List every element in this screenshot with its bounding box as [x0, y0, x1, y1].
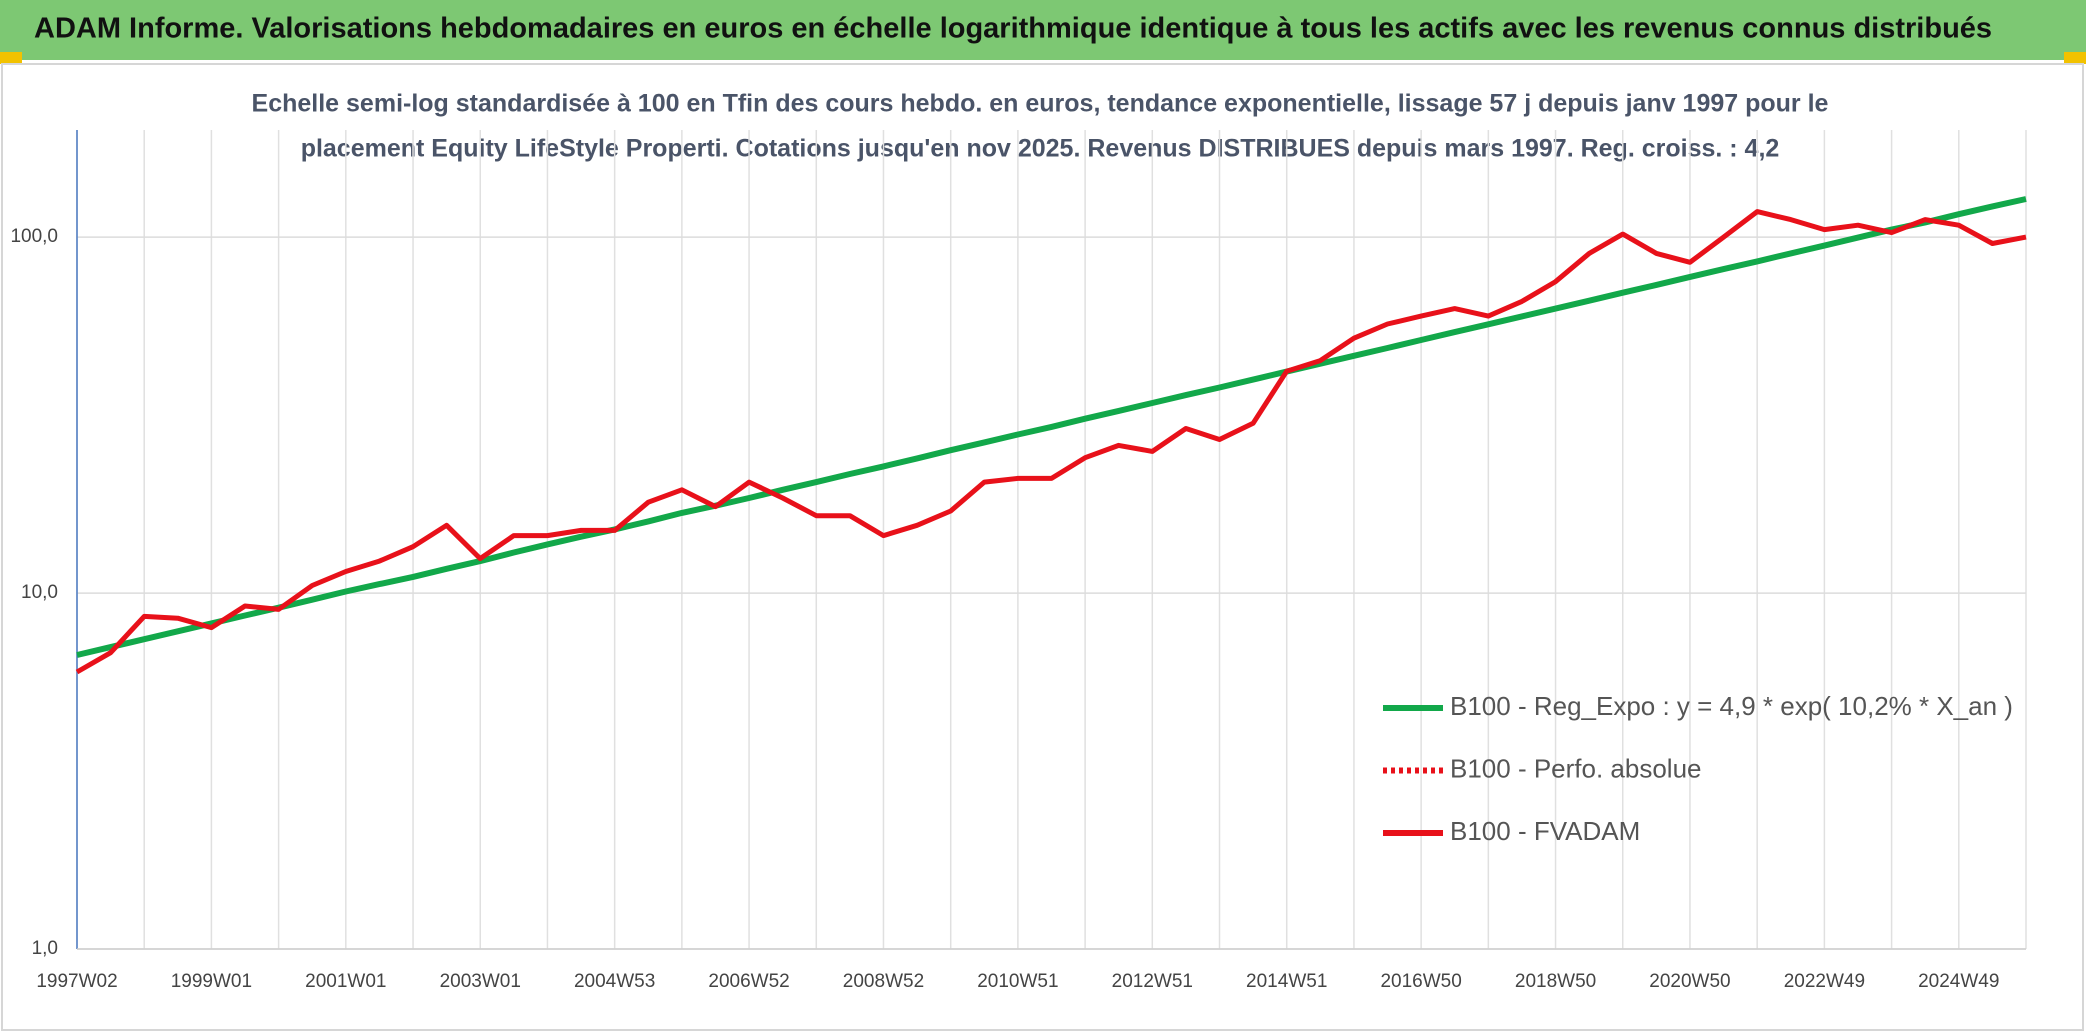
x-tick-label: 2001W01 — [305, 971, 386, 992]
x-tick-label: 1999W01 — [171, 971, 252, 992]
x-tick-label: 2018W50 — [1515, 971, 1596, 992]
legend-label: B100 - Perfo. absolue — [1450, 753, 1702, 783]
chart-frame — [1, 63, 2084, 1031]
x-tick-label: 2016W50 — [1380, 971, 1461, 992]
x-tick-label: 2012W51 — [1112, 971, 1193, 992]
x-tick-label: 1997W02 — [36, 971, 117, 992]
header-bar — [0, 0, 2086, 60]
legend-label: B100 - Reg_Expo : y = 4,9 * exp( 10,2% *… — [1450, 691, 2013, 721]
x-tick-label: 2008W52 — [843, 971, 924, 992]
chart-subtitle: placement Equity LifeStyle Properti. Cot… — [301, 135, 1780, 163]
page-title: ADAM Informe. Valorisations hebdomadaire… — [34, 13, 1992, 45]
corner — [2064, 52, 2086, 64]
chart-subtitle: Echelle semi-log standardisée à 100 en T… — [252, 90, 1829, 118]
x-tick-label: 2006W52 — [708, 971, 789, 992]
y-tick-label: 10,0 — [21, 582, 58, 603]
corner — [0, 52, 22, 64]
x-tick-label: 2024W49 — [1918, 971, 1999, 992]
y-tick-label: 1,0 — [32, 938, 58, 959]
legend-label: B100 - FVADAM — [1450, 816, 1640, 846]
y-tick-label: 100,0 — [10, 226, 58, 247]
x-tick-label: 2003W01 — [440, 971, 521, 992]
x-tick-label: 2022W49 — [1784, 971, 1865, 992]
series-line — [75, 209, 2027, 675]
x-tick-label: 2010W51 — [977, 971, 1058, 992]
x-tick-label: 2004W53 — [574, 971, 655, 992]
series-line — [76, 196, 2027, 658]
x-tick-label: 2020W50 — [1649, 971, 1730, 992]
x-tick-label: 2014W51 — [1246, 971, 1327, 992]
